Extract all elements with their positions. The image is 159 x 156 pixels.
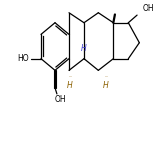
Text: H: H [67, 81, 73, 90]
Text: H: H [103, 81, 109, 90]
Text: H: H [81, 44, 87, 53]
Text: ··: ·· [104, 75, 108, 80]
Text: ··: ·· [68, 75, 72, 80]
Text: OH: OH [143, 4, 154, 13]
Text: OH: OH [55, 95, 67, 104]
Text: HO: HO [17, 54, 29, 63]
